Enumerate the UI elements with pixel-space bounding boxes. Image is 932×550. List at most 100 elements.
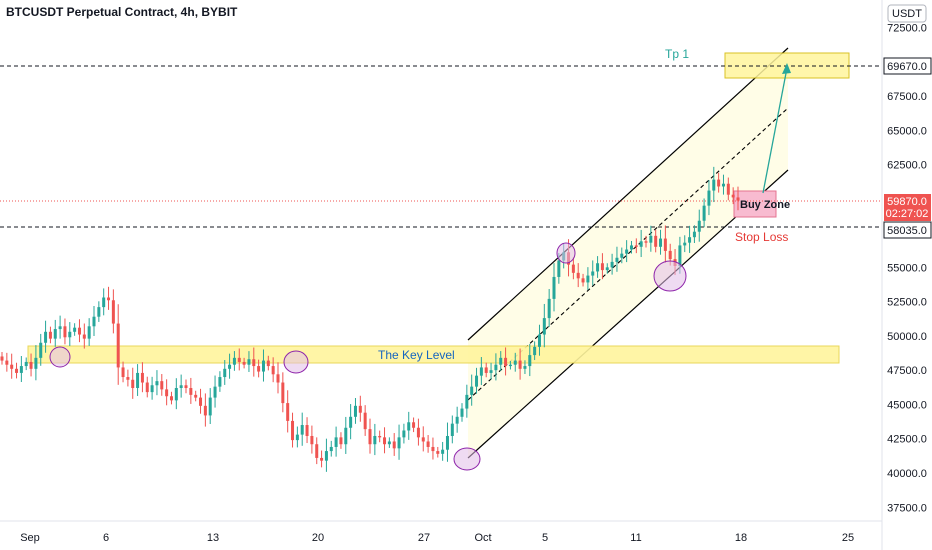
- candle: [407, 411, 411, 440]
- candle: [518, 348, 522, 380]
- y-tick-label: 55000.0: [887, 262, 927, 274]
- candle: [707, 180, 711, 216]
- x-tick-label: 18: [735, 532, 747, 544]
- x-axis[interactable]: Sep 6 13 20 27 Oct 5 11 18 25: [20, 532, 854, 544]
- candle: [261, 349, 265, 382]
- candle: [300, 412, 304, 446]
- candle: [87, 318, 91, 346]
- projection-arrow[interactable]: [762, 67, 788, 194]
- tp-label: Tp 1: [665, 47, 689, 61]
- buy-zone[interactable]: [733, 190, 777, 218]
- candle: [19, 355, 23, 382]
- key-level-label: The Key Level: [378, 348, 455, 362]
- candle: [494, 353, 498, 381]
- candle: [140, 362, 144, 393]
- candle: [199, 388, 203, 414]
- candle: [441, 441, 445, 461]
- candle: [116, 304, 120, 385]
- x-tick-label: Oct: [474, 532, 491, 544]
- candle: [339, 432, 343, 449]
- highlight-circle-sep3[interactable]: [49, 346, 71, 368]
- key-level-zone[interactable]: [27, 345, 840, 364]
- candle: [136, 364, 140, 396]
- candle: [586, 267, 590, 291]
- y-tick-label: 47500.0: [887, 365, 927, 377]
- candle: [610, 253, 614, 275]
- candle: [373, 423, 377, 456]
- candle: [107, 286, 111, 310]
- last-price-tag: 59870.0: [887, 196, 927, 208]
- candle: [179, 374, 183, 398]
- candle: [649, 225, 653, 252]
- candle: [499, 351, 503, 371]
- channel-upper-line[interactable]: [467, 47, 789, 341]
- candle: [68, 322, 72, 347]
- projection-arrowhead: [782, 63, 791, 74]
- candle: [436, 446, 440, 458]
- candle: [324, 438, 328, 472]
- candle: [736, 186, 740, 211]
- candle: [353, 398, 357, 424]
- candle: [600, 253, 604, 280]
- candle: [82, 323, 86, 349]
- candle: [470, 374, 474, 406]
- currency-badge[interactable]: USDT: [892, 8, 922, 20]
- candle: [281, 372, 285, 413]
- y-tick-label: 65000.0: [887, 125, 927, 137]
- candle: [53, 319, 57, 347]
- candle: [15, 362, 19, 379]
- candle: [276, 362, 280, 394]
- candle: [305, 417, 309, 444]
- candle: [484, 362, 488, 378]
- candle: [654, 229, 658, 253]
- candle: [291, 412, 295, 448]
- candle: [232, 351, 236, 371]
- candle: [363, 405, 367, 436]
- candle: [102, 288, 106, 316]
- highlight-circle-oct6[interactable]: [556, 242, 576, 264]
- candle: [513, 352, 517, 372]
- candle: [174, 378, 178, 410]
- countdown-tag: 02:27:02: [886, 208, 929, 220]
- candle: [712, 166, 716, 203]
- candle: [605, 263, 609, 274]
- candle: [489, 362, 493, 380]
- x-tick-label: 20: [312, 532, 324, 544]
- candle: [223, 360, 227, 385]
- candle: [591, 260, 595, 286]
- candle: [34, 345, 38, 381]
- highlight-circle-oct13[interactable]: [653, 260, 687, 292]
- candle: [683, 235, 687, 253]
- candle: [228, 353, 232, 379]
- candle: [169, 391, 173, 405]
- y-tick-label: 42500.0: [887, 434, 927, 446]
- candle: [431, 437, 435, 460]
- candle: [392, 433, 396, 456]
- candle: [48, 326, 52, 344]
- candle: [358, 395, 362, 422]
- candle: [552, 263, 556, 312]
- channel-lower-line[interactable]: [467, 169, 789, 459]
- candle: [620, 247, 624, 264]
- y-tick-label: 52500.0: [887, 297, 927, 309]
- candle: [218, 371, 222, 392]
- candle: [639, 229, 643, 258]
- y-axis[interactable]: 37500.0 40000.0 42500.0 45000.0 47500.0 50000…: [887, 22, 927, 514]
- candles-group: [0, 166, 740, 472]
- candle: [528, 343, 532, 377]
- candle: [475, 367, 479, 394]
- candle: [237, 348, 241, 371]
- highlight-circle-sep18[interactable]: [283, 350, 309, 374]
- y-tick-label: 72500.0: [887, 22, 927, 34]
- candle: [465, 384, 469, 418]
- candle: [126, 369, 130, 387]
- candle: [731, 187, 735, 205]
- candle: [378, 430, 382, 443]
- highlight-circle-sep29[interactable]: [453, 447, 481, 471]
- tp-price-tag-box: [883, 57, 932, 75]
- candle: [344, 416, 348, 454]
- x-tick-label: Sep: [20, 532, 40, 544]
- candle: [659, 229, 663, 255]
- candle: [10, 353, 14, 379]
